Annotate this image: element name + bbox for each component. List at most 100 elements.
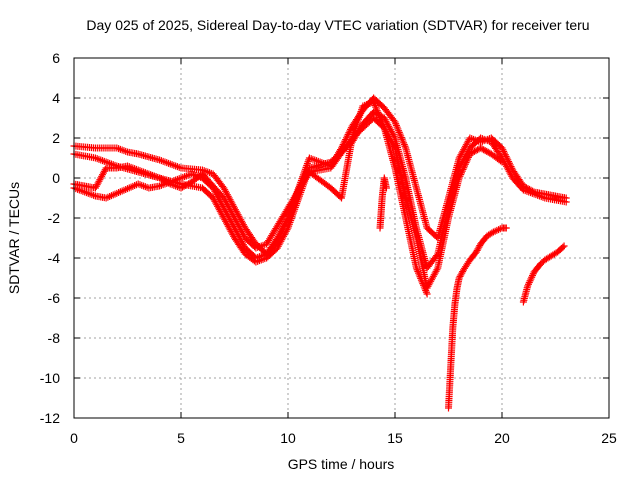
data-point-marker bbox=[420, 283, 428, 291]
data-point-marker bbox=[433, 266, 441, 274]
ticks-layer: 0 5 10 15 20 25 -12 -10 -8 -6 -4 -2 0 2 4 6 bbox=[40, 50, 617, 446]
data-point-marker bbox=[377, 117, 385, 125]
y-tick-label: -10 bbox=[40, 370, 60, 386]
data-point-marker bbox=[159, 176, 167, 184]
x-tick-label: 15 bbox=[387, 430, 403, 446]
data-point-marker bbox=[185, 180, 193, 188]
data-point-marker bbox=[380, 122, 388, 130]
series-track-6 bbox=[519, 242, 568, 306]
series-track-4 bbox=[70, 98, 431, 298]
data-point-marker bbox=[457, 271, 465, 279]
data-point-marker bbox=[461, 162, 469, 170]
x-tick-label: 0 bbox=[70, 430, 78, 446]
data-point-marker bbox=[475, 243, 483, 251]
data-point-marker bbox=[346, 127, 354, 135]
data-point-marker bbox=[183, 181, 191, 189]
x-tick-label: 10 bbox=[280, 430, 296, 446]
data-point-marker bbox=[456, 272, 464, 280]
data-point-marker bbox=[472, 147, 480, 155]
y-tick-label: 0 bbox=[52, 170, 60, 186]
data-point-marker bbox=[477, 144, 485, 152]
data-point-marker bbox=[481, 147, 489, 155]
data-point-marker bbox=[456, 172, 464, 180]
data-point-marker bbox=[495, 226, 503, 234]
data-point-marker bbox=[457, 169, 465, 177]
data-point-marker bbox=[414, 267, 422, 275]
data-point-marker bbox=[496, 157, 504, 165]
y-tick-label: -2 bbox=[48, 210, 61, 226]
data-point-marker bbox=[395, 127, 403, 135]
data-point-marker bbox=[484, 148, 492, 156]
data-point-marker bbox=[493, 226, 501, 234]
data-point-marker bbox=[455, 174, 463, 182]
data-point-marker bbox=[472, 248, 480, 256]
data-point-marker bbox=[463, 157, 471, 165]
data-point-marker bbox=[498, 144, 506, 152]
y-axis-label: SDTVAR / TECUs bbox=[6, 182, 22, 294]
data-point-marker bbox=[458, 167, 466, 175]
data-point-marker bbox=[464, 153, 472, 161]
data-point-marker bbox=[423, 290, 431, 298]
data-point-marker bbox=[473, 246, 481, 254]
y-tick-label: -6 bbox=[48, 290, 61, 306]
data-point-marker bbox=[457, 171, 465, 179]
data-point-marker bbox=[470, 147, 478, 155]
data-point-marker bbox=[474, 146, 482, 154]
data-point-marker bbox=[462, 159, 470, 167]
x-axis-label: GPS time / hours bbox=[288, 456, 395, 472]
data-point-marker bbox=[459, 165, 467, 173]
x-tick-label: 25 bbox=[601, 430, 617, 446]
marks-layer bbox=[70, 94, 570, 412]
data-point-marker bbox=[397, 132, 405, 140]
data-point-marker bbox=[466, 150, 474, 158]
data-point-marker bbox=[182, 181, 190, 189]
data-point-marker bbox=[370, 98, 378, 106]
data-point-marker bbox=[458, 269, 466, 277]
data-point-marker bbox=[392, 121, 400, 129]
data-point-marker bbox=[464, 155, 472, 163]
data-point-marker bbox=[391, 118, 399, 126]
y-tick-label: -8 bbox=[48, 330, 61, 346]
data-point-marker bbox=[498, 158, 506, 166]
chart-title: Day 025 of 2025, Sidereal Day-to-day VTE… bbox=[86, 17, 589, 33]
data-point-marker bbox=[467, 149, 475, 157]
data-point-marker bbox=[163, 178, 171, 186]
data-point-marker bbox=[559, 243, 567, 251]
y-tick-label: 4 bbox=[52, 90, 60, 106]
data-point-marker bbox=[373, 107, 381, 115]
data-point-marker bbox=[502, 224, 510, 232]
data-point-marker bbox=[474, 245, 482, 253]
y-tick-label: -4 bbox=[48, 250, 61, 266]
data-point-marker bbox=[478, 145, 486, 153]
series-track-5 bbox=[445, 224, 510, 412]
data-point-marker bbox=[347, 125, 355, 133]
data-point-marker bbox=[180, 182, 188, 190]
data-point-marker bbox=[401, 142, 409, 150]
data-point-marker bbox=[418, 278, 426, 286]
data-point-marker bbox=[455, 274, 463, 282]
data-point-marker bbox=[390, 142, 398, 150]
data-point-marker bbox=[460, 164, 468, 172]
data-point-marker bbox=[560, 242, 568, 250]
x-tick-label: 20 bbox=[494, 430, 510, 446]
data-point-marker bbox=[162, 177, 170, 185]
y-tick-label: 2 bbox=[52, 130, 60, 146]
data-point-marker bbox=[489, 228, 497, 236]
data-point-marker bbox=[469, 148, 477, 156]
data-point-marker bbox=[483, 147, 491, 155]
grid-layer bbox=[74, 58, 609, 418]
data-point-marker bbox=[179, 183, 187, 191]
data-point-marker bbox=[491, 227, 499, 235]
data-point-marker bbox=[371, 101, 379, 109]
data-point-marker bbox=[382, 184, 390, 192]
data-point-marker bbox=[283, 216, 291, 224]
y-tick-label: 6 bbox=[52, 50, 60, 66]
data-point-marker bbox=[461, 160, 469, 168]
data-point-marker bbox=[160, 177, 168, 185]
plot-frame bbox=[73, 57, 610, 419]
data-point-marker bbox=[500, 147, 508, 155]
series-track-7 bbox=[376, 174, 390, 232]
y-tick-label: -12 bbox=[40, 410, 60, 426]
data-point-marker bbox=[177, 184, 185, 192]
